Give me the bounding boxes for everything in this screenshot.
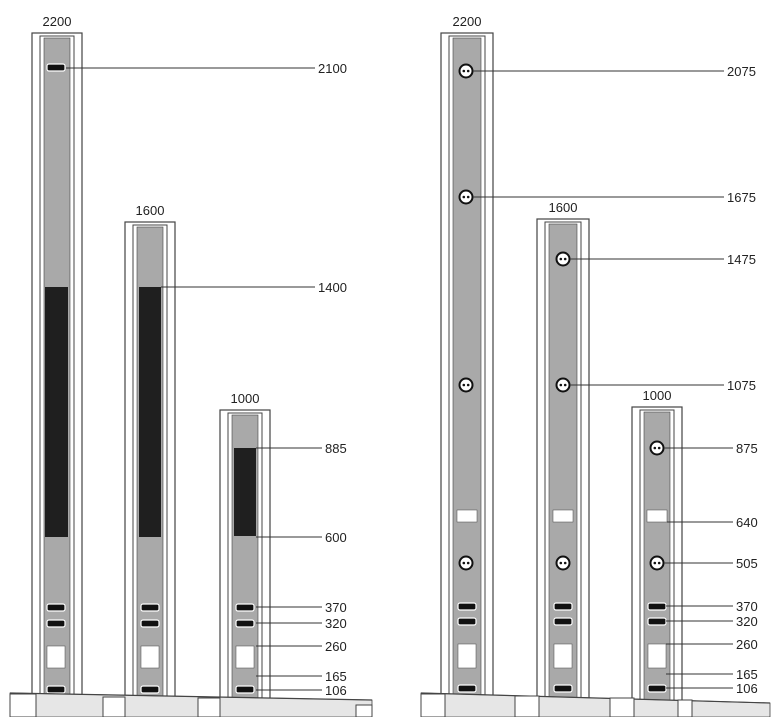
callout-label: 260 bbox=[325, 639, 347, 654]
callout-label: 1675 bbox=[727, 190, 756, 205]
slot-icon bbox=[46, 63, 66, 72]
callout-label: 106 bbox=[325, 683, 347, 698]
cutout-icon bbox=[235, 645, 255, 669]
left-column-2200: 2200 bbox=[31, 14, 83, 709]
slot-icon bbox=[553, 617, 573, 626]
column-height-label: 1000 bbox=[231, 391, 260, 406]
slot-icon bbox=[457, 617, 477, 626]
slot-icon bbox=[647, 602, 667, 611]
slot-icon bbox=[553, 684, 573, 693]
column-height-label: 1600 bbox=[549, 200, 578, 215]
slot-icon bbox=[140, 619, 160, 628]
slot-icon bbox=[235, 685, 255, 694]
ground-edge bbox=[420, 692, 771, 704]
socket-icon bbox=[458, 63, 474, 79]
slot-icon bbox=[457, 684, 477, 693]
callout-label: 320 bbox=[325, 616, 347, 631]
right-column-group: 2200 1600 bbox=[420, 14, 771, 717]
callout-label: 640 bbox=[736, 515, 758, 530]
left-callouts: 2100 1400 885 600 370 320 260 165 106 bbox=[66, 61, 347, 698]
callout-label: 600 bbox=[325, 530, 347, 545]
cutout-icon bbox=[457, 643, 477, 669]
slot-icon bbox=[235, 603, 255, 612]
cutout-icon bbox=[646, 509, 668, 523]
socket-icon bbox=[649, 555, 665, 571]
right-column-1000: 1000 bbox=[631, 388, 683, 709]
cutout-icon bbox=[140, 645, 160, 669]
slot-icon bbox=[647, 617, 667, 626]
ground-plate bbox=[420, 692, 771, 717]
socket-icon bbox=[555, 251, 571, 267]
slot-icon bbox=[647, 684, 667, 693]
left-ground-base bbox=[9, 692, 373, 717]
socket-icon bbox=[458, 377, 474, 393]
cutout-icon bbox=[647, 643, 667, 669]
base-foot bbox=[677, 699, 693, 717]
callout-label: 370 bbox=[325, 600, 347, 615]
socket-icon bbox=[555, 377, 571, 393]
left-column-1000: 1000 bbox=[219, 391, 271, 709]
column-height-label: 2200 bbox=[43, 14, 72, 29]
slot-icon bbox=[457, 602, 477, 611]
callout-label: 875 bbox=[736, 441, 758, 456]
callout-label: 165 bbox=[325, 669, 347, 684]
socket-icon bbox=[458, 189, 474, 205]
slot-icon bbox=[235, 619, 255, 628]
callout-label: 2100 bbox=[318, 61, 347, 76]
column-height-label: 1600 bbox=[136, 203, 165, 218]
callout-label: 370 bbox=[736, 599, 758, 614]
display-panel-dark bbox=[234, 448, 256, 536]
slot-icon bbox=[140, 685, 160, 694]
callout-label: 505 bbox=[736, 556, 758, 571]
callout-label: 320 bbox=[736, 614, 758, 629]
base-foot bbox=[102, 696, 126, 717]
left-column-1600: 1600 bbox=[124, 203, 176, 709]
cutout-icon bbox=[46, 645, 66, 669]
base-foot bbox=[514, 695, 540, 717]
display-panel-dark bbox=[139, 287, 161, 537]
base-foot bbox=[355, 704, 373, 717]
display-panel-dark bbox=[45, 287, 68, 537]
base-foot bbox=[197, 697, 221, 717]
slot-icon bbox=[46, 603, 66, 612]
socket-icon bbox=[458, 555, 474, 571]
callout-label: 1400 bbox=[318, 280, 347, 295]
callout-label: 165 bbox=[736, 667, 758, 682]
callout-label: 1075 bbox=[727, 378, 756, 393]
socket-icon bbox=[649, 440, 665, 456]
column-height-label: 2200 bbox=[453, 14, 482, 29]
ground-edge bbox=[9, 692, 373, 701]
column-panel bbox=[452, 37, 482, 705]
slot-icon bbox=[553, 602, 573, 611]
callout-label: 260 bbox=[736, 637, 758, 652]
right-column-1600: 1600 bbox=[536, 200, 590, 709]
callout-label: 2075 bbox=[727, 64, 756, 79]
cutout-icon bbox=[552, 509, 574, 523]
column-panel bbox=[548, 223, 578, 705]
right-callouts: 2075 1675 1475 1075 875 640 505 370 320 … bbox=[473, 64, 758, 696]
cutout-icon bbox=[456, 509, 478, 523]
base-foot bbox=[9, 693, 37, 717]
left-column-group: 2200 1600 1000 bbox=[9, 14, 373, 717]
base-foot bbox=[420, 693, 446, 717]
right-column-2200: 2200 bbox=[440, 14, 494, 709]
callout-label: 885 bbox=[325, 441, 347, 456]
slot-icon bbox=[140, 603, 160, 612]
column-height-label: 1000 bbox=[643, 388, 672, 403]
slot-icon bbox=[46, 619, 66, 628]
cutout-icon bbox=[553, 643, 573, 669]
base-foot bbox=[609, 697, 635, 717]
right-ground-base bbox=[420, 692, 771, 717]
callout-label: 1475 bbox=[727, 252, 756, 267]
callout-label: 106 bbox=[736, 681, 758, 696]
slot-icon bbox=[46, 685, 66, 694]
socket-icon bbox=[555, 555, 571, 571]
